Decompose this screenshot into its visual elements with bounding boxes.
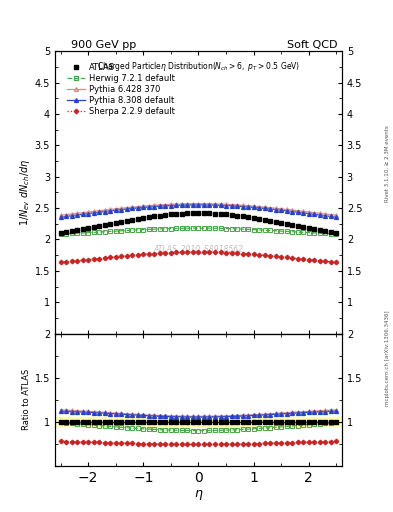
Text: ATLAS_2010_S8918562: ATLAS_2010_S8918562 xyxy=(153,244,244,253)
Y-axis label: $1/N_{ev}\ dN_{ch}/d\eta$: $1/N_{ev}\ dN_{ch}/d\eta$ xyxy=(18,159,32,226)
Text: Soft QCD: Soft QCD xyxy=(288,40,338,50)
Text: Rivet 3.1.10, ≥ 2.3M events: Rivet 3.1.10, ≥ 2.3M events xyxy=(385,125,389,202)
Y-axis label: Ratio to ATLAS: Ratio to ATLAS xyxy=(22,369,31,431)
Text: Charged Particle$\eta$ Distribution$(N_{ch}>6,\ p_T>0.5\ \mathrm{GeV})$: Charged Particle$\eta$ Distribution$(N_{… xyxy=(97,60,300,73)
X-axis label: $\eta$: $\eta$ xyxy=(194,487,203,502)
Legend: ATLAS, Herwig 7.2.1 default, Pythia 6.428 370, Pythia 8.308 default, Sherpa 2.2.: ATLAS, Herwig 7.2.1 default, Pythia 6.42… xyxy=(65,61,176,118)
Bar xyxy=(55,417,342,426)
Text: 900 GeV pp: 900 GeV pp xyxy=(71,40,136,50)
Text: mcplots.cern.ch [arXiv:1306.3436]: mcplots.cern.ch [arXiv:1306.3436] xyxy=(385,311,389,406)
